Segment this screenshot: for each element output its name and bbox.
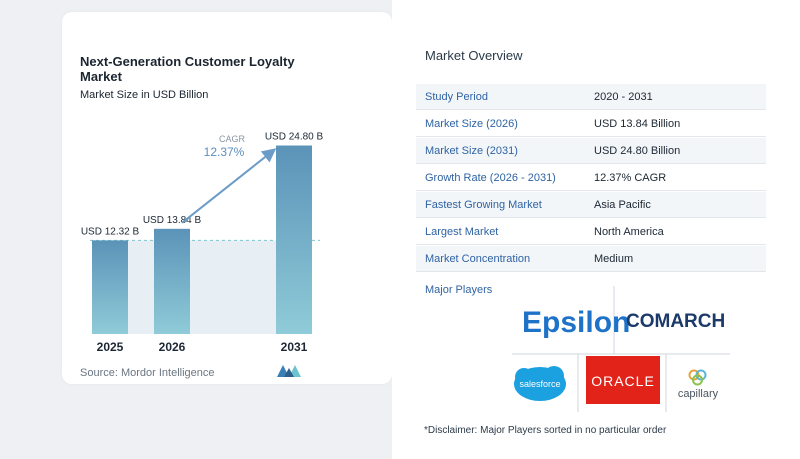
capillary-logo: capillary bbox=[678, 369, 719, 400]
row-value: USD 13.84 Billion bbox=[594, 118, 681, 130]
major-players-label: Major Players bbox=[425, 284, 493, 296]
row-value: 2020 - 2031 bbox=[594, 91, 653, 103]
cagr-value: 12.37% bbox=[204, 145, 245, 159]
overview-panel: Market Overview Study Period 2020 - 2031… bbox=[392, 0, 800, 459]
major-players-grid: Epsilon COMARCH salesforce ORACLE capill… bbox=[512, 286, 730, 412]
row-label: Largest Market bbox=[425, 226, 499, 238]
cagr-arrow bbox=[181, 148, 277, 224]
svg-text:salesforce: salesforce bbox=[519, 379, 560, 389]
overview-row-largest-market: Largest Market North America bbox=[416, 219, 766, 245]
svg-text:ORACLE: ORACLE bbox=[591, 373, 655, 389]
x-tick-label-2031: 2031 bbox=[281, 340, 308, 354]
overview-row-study-period: Study Period 2020 - 2031 bbox=[416, 84, 766, 110]
row-value: 12.37% CAGR bbox=[594, 172, 667, 184]
overview-title: Market Overview bbox=[425, 48, 523, 63]
overview-row-growth-rate: Growth Rate (2026 - 2031) 12.37% CAGR bbox=[416, 165, 766, 191]
overview-row-concentration: Market Concentration Medium bbox=[416, 246, 766, 272]
overview-row-market-size-2031: Market Size (2031) USD 24.80 Billion bbox=[416, 138, 766, 164]
comarch-logo: COMARCH bbox=[626, 311, 725, 332]
row-label: Market Concentration bbox=[425, 253, 531, 265]
row-value: Medium bbox=[594, 253, 634, 265]
source-note: Source: Mordor Intelligence bbox=[80, 367, 215, 379]
cagr-label: CAGR bbox=[219, 134, 246, 144]
value-label-2031: USD 24.80 B bbox=[265, 132, 324, 143]
chart-subtitle: Market Size in USD Billion bbox=[80, 89, 209, 101]
row-value: Asia Pacific bbox=[594, 199, 651, 211]
disclaimer-note: *Disclaimer: Major Players sorted in no … bbox=[424, 425, 667, 436]
bar-2031 bbox=[276, 145, 312, 334]
row-label: Growth Rate (2026 - 2031) bbox=[425, 172, 556, 184]
mordor-logo-icon bbox=[277, 365, 301, 377]
row-label: Fastest Growing Market bbox=[425, 199, 542, 211]
row-label: Market Size (2031) bbox=[425, 145, 518, 157]
market-size-card: Next-Generation Customer Loyalty Market … bbox=[62, 12, 392, 384]
overview-row-market-size-2026: Market Size (2026) USD 13.84 Billion bbox=[416, 111, 766, 137]
svg-text:capillary: capillary bbox=[678, 388, 719, 400]
value-label-2025: USD 12.32 B bbox=[81, 226, 140, 237]
salesforce-logo: salesforce bbox=[514, 366, 566, 401]
bar-2026 bbox=[154, 228, 190, 334]
value-label-2026: USD 13.84 B bbox=[143, 215, 202, 226]
x-tick-label-2025: 2025 bbox=[97, 340, 124, 354]
x-tick-label-2026: 2026 bbox=[159, 340, 186, 354]
bar-chart: USD 12.32 B 2025 USD 13.84 B 2026 USD 24.80 … bbox=[81, 132, 324, 354]
row-value: USD 24.80 Billion bbox=[594, 145, 681, 157]
row-label: Market Size (2026) bbox=[425, 118, 518, 130]
oracle-logo: ORACLE bbox=[586, 356, 660, 404]
bar-2025 bbox=[92, 240, 128, 334]
epsilon-logo: Epsilon bbox=[522, 306, 630, 339]
row-value: North America bbox=[594, 226, 664, 238]
overview-row-fastest-growing: Fastest Growing Market Asia Pacific bbox=[416, 192, 766, 218]
row-label: Study Period bbox=[425, 91, 488, 103]
chart-title: Next-Generation Customer Loyalty Market bbox=[80, 54, 295, 84]
